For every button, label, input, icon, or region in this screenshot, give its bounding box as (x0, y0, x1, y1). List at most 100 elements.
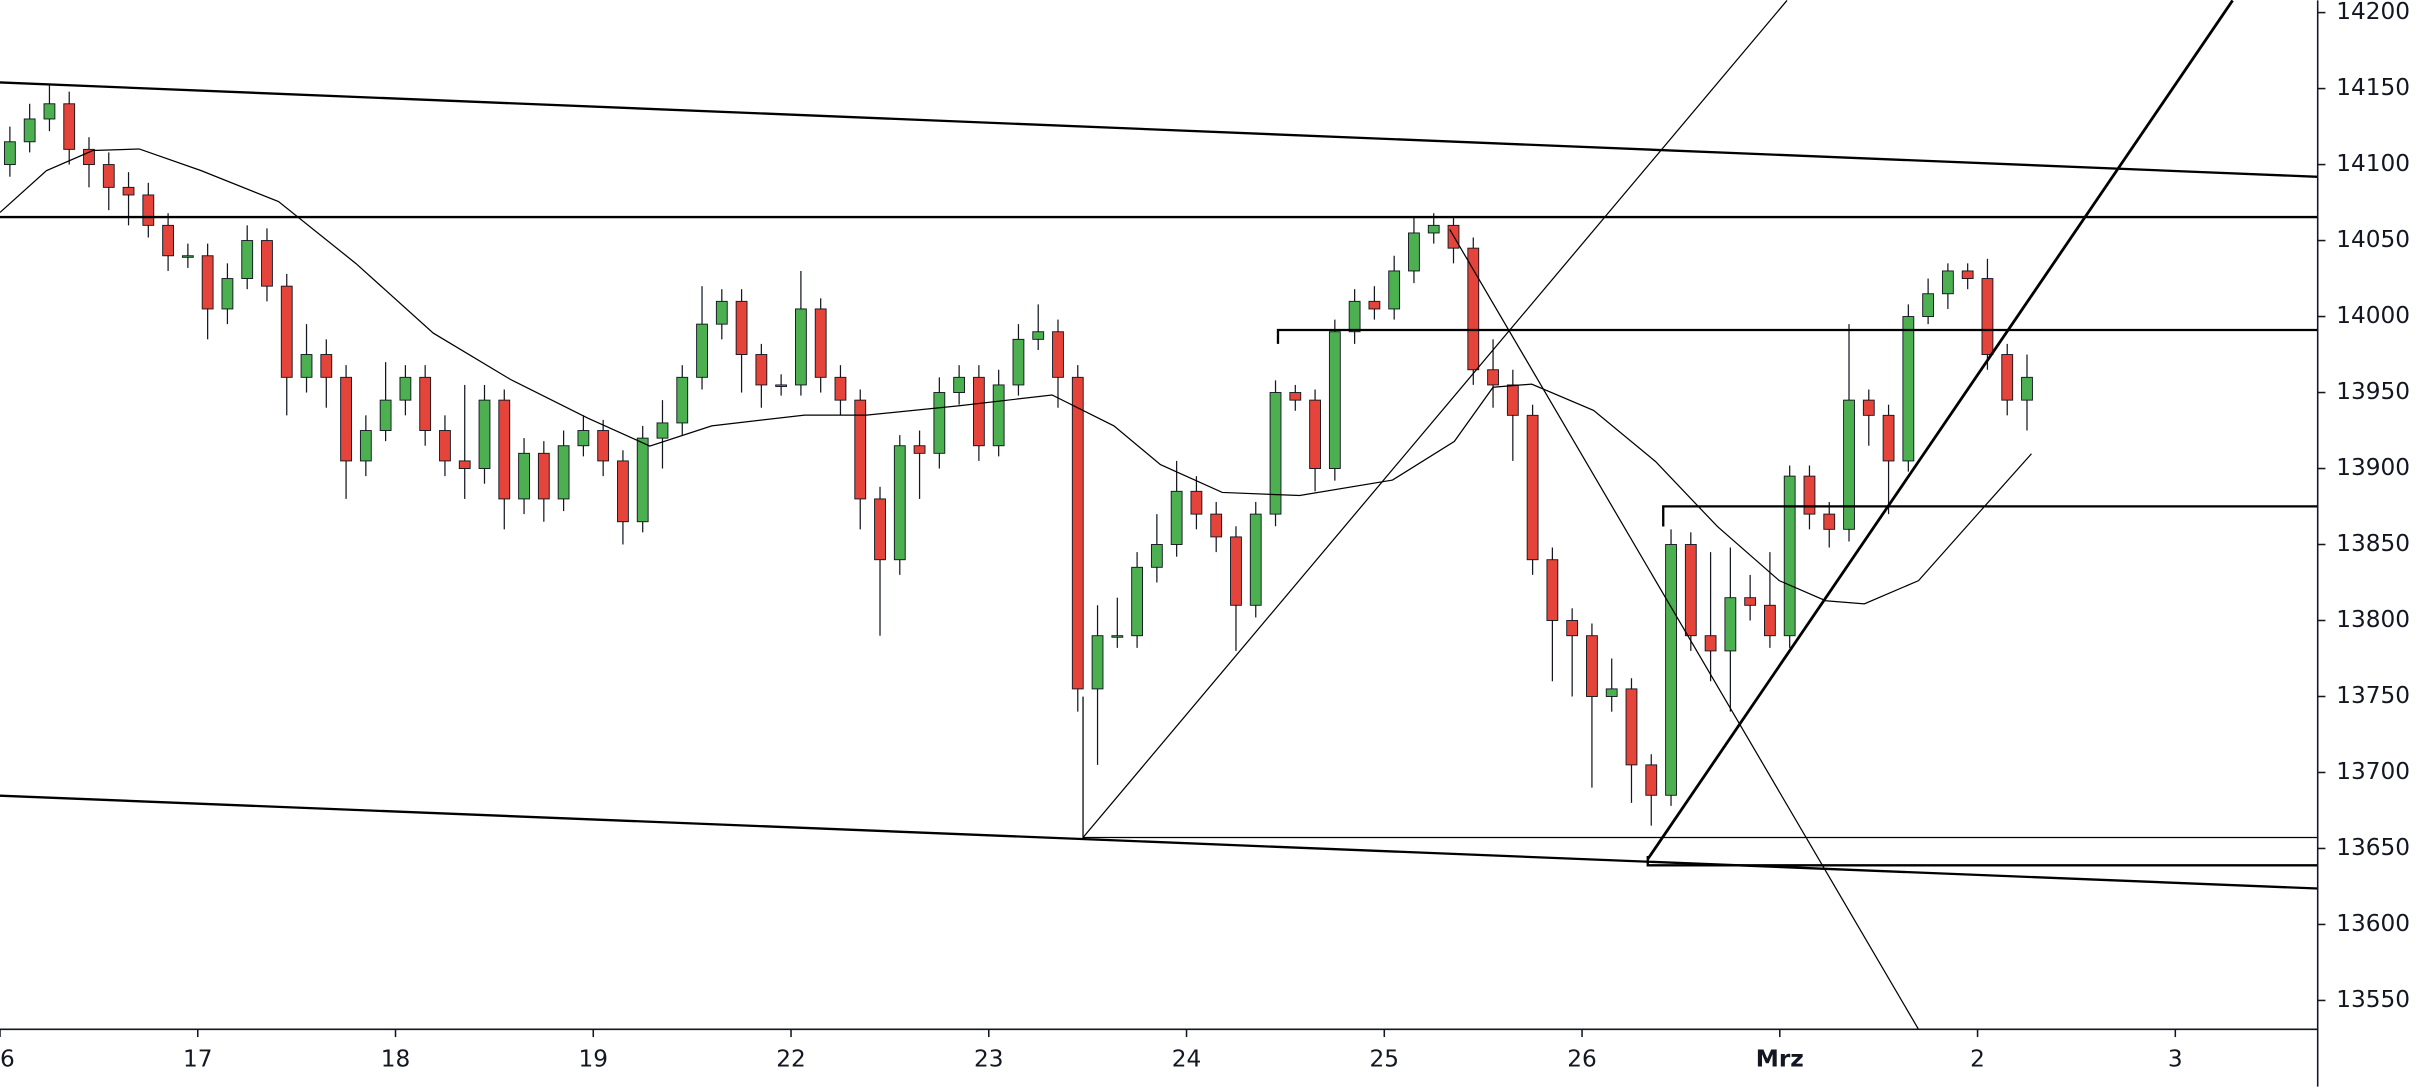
candle-body (1724, 597, 1737, 652)
candle-body (874, 498, 886, 561)
candle-body (1388, 270, 1401, 310)
candle-body (1526, 414, 1539, 561)
candle-body (498, 399, 511, 500)
candle-body (814, 308, 827, 378)
y-tick-label: 14150 (2336, 74, 2410, 101)
candle-body (1032, 331, 1045, 340)
candle-body (419, 376, 432, 431)
x-tick-label: 22 (776, 1046, 806, 1073)
candle-body (1052, 331, 1064, 378)
x-tick-label: 18 (381, 1046, 411, 1073)
y-tick-label: 13800 (2336, 606, 2410, 633)
candle-body (617, 460, 629, 523)
candle-body (261, 240, 273, 287)
candle-body (953, 376, 966, 393)
candle-body (933, 392, 946, 454)
candle-body (1684, 544, 1697, 637)
x-tick-label: 3 (2168, 1046, 2183, 1073)
candle-body (1862, 399, 1875, 416)
candle-body (1665, 544, 1677, 796)
x-tick-label: 19 (579, 1046, 609, 1073)
candle-body (557, 445, 570, 500)
candle-body (1368, 300, 1381, 310)
y-tick-label: 14200 (2336, 0, 2410, 25)
candle-body (1546, 559, 1559, 621)
candle-body (1012, 338, 1025, 386)
candle-body (1210, 513, 1223, 538)
y-tick-label: 14050 (2336, 226, 2410, 253)
candle-body (1230, 536, 1242, 606)
candle-body (577, 430, 590, 447)
candle-body (142, 194, 155, 226)
moving-average (0, 148, 2032, 605)
candle-body (636, 437, 649, 523)
horizontal-line (1662, 505, 2318, 527)
trend-line (1646, 0, 2234, 860)
candle-body (854, 399, 867, 500)
candle-body (1111, 635, 1124, 638)
candle-body (1131, 566, 1143, 637)
candle-body (1150, 544, 1163, 568)
candle-body (696, 323, 708, 378)
trend-line (1082, 0, 1788, 838)
x-tick-label: 24 (1172, 1046, 1202, 1073)
candle-body (399, 376, 412, 401)
x-tick-label: 23 (974, 1046, 1004, 1073)
y-tick-label: 13900 (2336, 454, 2410, 481)
candle-body (63, 103, 76, 150)
candle-body (518, 452, 530, 500)
candle-body (775, 384, 788, 387)
candle-body (1605, 688, 1618, 697)
candle-body (1487, 369, 1499, 386)
candle-body (2021, 376, 2033, 401)
candle-body (1249, 513, 1262, 606)
candle-body (1309, 399, 1321, 469)
candle-body (755, 354, 768, 386)
candle-body (2001, 354, 2014, 401)
candle-body (795, 308, 807, 386)
candle-body (122, 186, 135, 196)
candle-body (241, 240, 254, 280)
candle-body (1586, 635, 1598, 697)
candle-body (715, 300, 728, 325)
candle-body (913, 445, 926, 454)
drawings (0, 0, 2318, 1030)
candle-body (102, 164, 115, 188)
candle-body (656, 422, 669, 439)
x-tick-label: 6 (0, 1046, 15, 1073)
candle-body (1506, 384, 1519, 416)
x-tick-label: 2 (1970, 1046, 1985, 1073)
y-tick-label: 13950 (2336, 378, 2410, 405)
candle-body (1091, 635, 1104, 690)
candle-body (201, 255, 214, 310)
y-tick-label: 13600 (2336, 910, 2410, 937)
candle-body (23, 118, 36, 143)
candle-body (992, 384, 1005, 447)
candle-body (83, 148, 95, 166)
candle-body (1190, 490, 1203, 515)
channel-upper (0, 81, 2318, 178)
y-tick-label: 14000 (2336, 302, 2410, 329)
x-tick-label: 26 (1567, 1046, 1597, 1073)
candle-body (1882, 414, 1895, 462)
y-tick-label: 13850 (2336, 530, 2410, 557)
candle-body (1348, 300, 1361, 333)
candle-body (597, 430, 610, 462)
x-tick-label: 25 (1370, 1046, 1400, 1073)
candle-body (972, 376, 985, 447)
time-axis-panel (0, 1029, 2426, 1087)
candle-body (1408, 232, 1420, 272)
candle-body (1704, 635, 1717, 652)
candle-body (1902, 316, 1915, 462)
x-tick-label: 17 (183, 1046, 213, 1073)
candle-body (1941, 270, 1954, 295)
candle-body (1328, 331, 1341, 469)
y-tick-label: 14100 (2336, 150, 2410, 177)
candle-body (300, 354, 313, 378)
candle-body (735, 300, 748, 356)
x-tick-label: Mrz (1756, 1046, 1804, 1073)
candle-body (1764, 604, 1776, 637)
channel-lower (0, 794, 2318, 890)
candle-body (43, 103, 56, 120)
